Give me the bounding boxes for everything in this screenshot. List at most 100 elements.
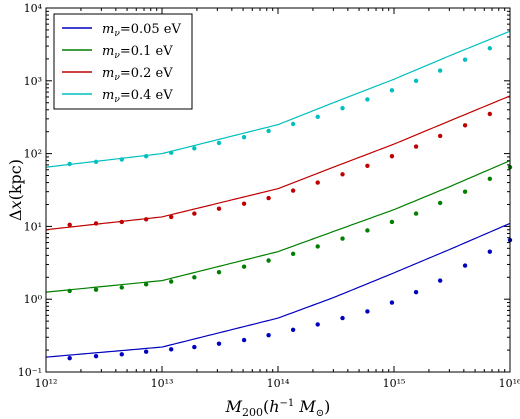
legend-label: mν=0.2 eV xyxy=(102,66,173,83)
data-point xyxy=(340,172,345,177)
data-point xyxy=(462,57,468,62)
series-line xyxy=(45,160,511,293)
legend-label: mν=0.1 eV xyxy=(102,44,173,61)
data-point xyxy=(241,135,247,140)
data-point xyxy=(93,287,99,292)
data-point xyxy=(437,278,443,283)
data-point xyxy=(216,269,222,275)
data-point xyxy=(241,264,247,269)
data-point xyxy=(389,300,395,305)
legend-item: mν=0.05 eV xyxy=(62,22,181,39)
y-tick-label: 10² xyxy=(24,148,42,161)
legend-symbol: m xyxy=(102,22,114,37)
data-point xyxy=(462,263,468,268)
series-0 xyxy=(45,222,513,361)
data-point xyxy=(365,163,370,168)
x-axis-ticks: 10¹² 10¹³ 10¹⁴ 10¹⁵ 10¹⁶ xyxy=(35,8,520,390)
legend-value: =0.4 eV xyxy=(120,88,173,103)
data-point xyxy=(143,282,149,287)
data-point xyxy=(192,344,197,350)
data-point xyxy=(340,106,345,111)
series-3 xyxy=(45,30,511,168)
legend-item: mν=0.2 eV xyxy=(62,66,173,83)
data-point xyxy=(266,128,271,134)
data-point xyxy=(119,285,124,290)
data-point xyxy=(93,159,99,165)
data-point xyxy=(67,288,72,294)
data-point xyxy=(266,258,271,263)
data-point xyxy=(216,140,222,146)
legend-label: mν=0.4 eV xyxy=(102,88,173,105)
data-point xyxy=(437,133,443,139)
data-point xyxy=(487,176,493,182)
y-tick-label: 10⁰ xyxy=(24,293,43,306)
y-tick-label: 10¹ xyxy=(24,220,42,233)
data-point xyxy=(462,189,468,194)
data-point xyxy=(487,46,493,51)
legend-subscript: ν xyxy=(114,95,120,105)
data-point xyxy=(168,347,174,352)
data-point xyxy=(462,123,468,128)
legend-symbol: m xyxy=(102,88,114,103)
data-point xyxy=(67,222,72,228)
data-point xyxy=(290,188,296,193)
data-point xyxy=(93,221,99,226)
data-point xyxy=(168,279,174,284)
legend-value: =0.2 eV xyxy=(120,66,173,81)
x-tick-label: 10¹⁶ xyxy=(499,377,520,390)
y-tick-label: 10³ xyxy=(24,75,42,88)
data-point xyxy=(389,154,395,159)
legend-label: mν=0.05 eV xyxy=(102,22,181,39)
data-point xyxy=(143,154,149,159)
data-point xyxy=(413,211,419,216)
data-point xyxy=(290,121,296,127)
data-point xyxy=(487,111,493,117)
data-point xyxy=(168,214,174,220)
x-tick-label: 10¹⁴ xyxy=(267,377,290,390)
data-point xyxy=(241,337,247,343)
data-point xyxy=(119,352,124,357)
data-point xyxy=(437,68,443,73)
data-point xyxy=(67,355,72,361)
data-point xyxy=(143,349,149,354)
data-point xyxy=(216,206,222,211)
data-point xyxy=(241,201,247,206)
series-2 xyxy=(45,95,511,231)
legend-item: mν=0.1 eV xyxy=(62,44,173,61)
legend-value: =0.05 eV xyxy=(120,22,182,37)
data-point xyxy=(413,289,419,295)
data-point xyxy=(93,353,99,359)
legend-symbol: m xyxy=(102,66,114,81)
legend-item: mν=0.4 eV xyxy=(62,88,173,105)
data-point xyxy=(119,219,124,225)
data-point xyxy=(315,114,320,120)
x-tick-label: 10¹⁵ xyxy=(383,377,406,390)
data-point xyxy=(192,146,197,151)
series-layer xyxy=(45,30,513,361)
series-line xyxy=(45,222,511,358)
data-point xyxy=(413,144,419,149)
legend-box xyxy=(53,13,193,110)
data-point xyxy=(192,275,197,280)
legend-subscript: ν xyxy=(114,29,120,39)
data-point xyxy=(340,315,345,321)
x-tick-label: 10¹² xyxy=(35,377,58,390)
data-point xyxy=(290,251,296,257)
data-point xyxy=(315,244,320,249)
data-point xyxy=(266,333,271,338)
data-point xyxy=(216,341,222,346)
y-axis-title: Δx(kpc) xyxy=(6,159,25,221)
data-point xyxy=(487,249,493,254)
data-point xyxy=(413,78,419,84)
data-point xyxy=(266,195,271,201)
legend-subscript: ν xyxy=(114,51,120,61)
data-point xyxy=(315,322,320,327)
data-point xyxy=(119,157,124,162)
y-tick-label: 10⁴ xyxy=(24,2,43,15)
y-tick-label: 10⁻¹ xyxy=(18,366,42,379)
data-point xyxy=(389,219,395,225)
data-point xyxy=(365,228,370,233)
data-point xyxy=(290,327,296,332)
